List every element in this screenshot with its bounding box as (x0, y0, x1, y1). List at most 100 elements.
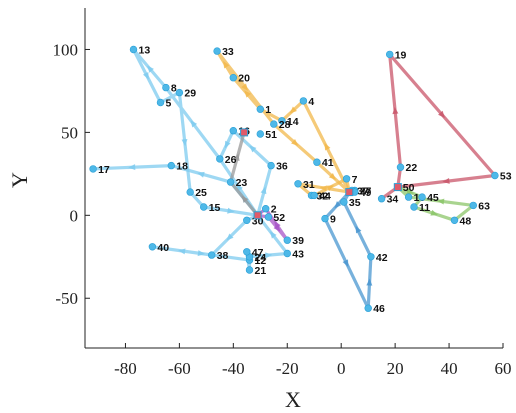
route-arrow (226, 233, 234, 241)
route-arrow (438, 110, 445, 119)
x-tick-label: -20 (276, 359, 299, 378)
node-point-43 (283, 249, 291, 258)
node-label-44: 44 (319, 190, 331, 202)
node-point-8 (162, 83, 170, 92)
node-label-8: 8 (171, 83, 177, 95)
route-arrow (147, 65, 154, 73)
x-tick-label: -60 (168, 359, 191, 378)
depot-marker-2 (345, 188, 354, 197)
node-label-23: 23 (236, 177, 248, 189)
route-line-9 (323, 190, 373, 310)
route-arrow (355, 225, 362, 234)
node-point-45 (418, 193, 426, 201)
node-label-38: 38 (217, 250, 229, 262)
node-label-20: 20 (238, 73, 250, 85)
node-label-46: 46 (373, 303, 385, 315)
node-point-17 (89, 165, 97, 173)
node-point-20 (229, 73, 238, 82)
node-label-12: 12 (255, 255, 267, 267)
route-arrow (326, 185, 334, 192)
route-arrow (178, 248, 186, 255)
y-axis-label: Y (7, 172, 32, 188)
x-axis-label: X (285, 387, 301, 412)
node-point-34 (377, 195, 386, 203)
route-arrow (406, 188, 414, 194)
node-label-50: 50 (403, 182, 415, 194)
node-label-18: 18 (176, 161, 188, 173)
node-label-27: 27 (360, 185, 372, 197)
node-point-48 (450, 216, 459, 225)
depot-marker-1 (253, 211, 262, 220)
node-label-36: 36 (276, 161, 288, 173)
route-arrow (334, 201, 342, 209)
route-arrow (366, 278, 373, 286)
node-label-53: 53 (500, 171, 512, 183)
route-arrow (430, 209, 438, 216)
node-point-23 (226, 178, 235, 186)
node-label-41: 41 (322, 157, 334, 169)
route-arrow (142, 71, 149, 80)
node-label-28: 28 (279, 119, 291, 131)
node-point-15 (200, 203, 208, 211)
route-arrow (260, 186, 267, 195)
node-label-47: 47 (252, 247, 264, 259)
node-point-51 (256, 130, 264, 138)
node-point-44 (310, 191, 318, 200)
node-label-25: 25 (195, 187, 207, 199)
route-arrow (223, 60, 230, 69)
node-point-40 (148, 243, 157, 251)
node-point-19 (386, 50, 394, 59)
node-label-52: 52 (273, 212, 285, 224)
node-point-22 (396, 163, 405, 171)
node-point-21 (245, 266, 254, 274)
node-label-63: 63 (478, 200, 490, 212)
node-label-34: 34 (387, 194, 399, 206)
node-label-32: 32 (317, 190, 329, 202)
node-label-29: 29 (184, 88, 196, 100)
node-point-53 (491, 171, 499, 180)
node-point-52 (264, 213, 273, 221)
depot-marker-3 (393, 183, 402, 192)
node-label-13: 13 (139, 45, 151, 57)
node-label-49: 49 (360, 187, 372, 199)
y-tick-label: -50 (55, 289, 78, 308)
route-arrow (241, 83, 248, 91)
y-tick-label: 100 (53, 40, 79, 59)
routes-layer (91, 47, 497, 310)
node-point-16 (229, 126, 238, 135)
route-line-7 (380, 52, 497, 201)
node-label-39: 39 (292, 235, 304, 247)
x-tick-label: 0 (337, 359, 346, 378)
node-label-17: 17 (98, 164, 110, 176)
node-point-14 (278, 117, 286, 125)
node-label-37: 37 (357, 185, 369, 197)
node-label-5: 5 (166, 98, 172, 110)
node-label-2: 2 (271, 204, 277, 216)
node-point-38 (208, 251, 216, 259)
node-point-42 (367, 253, 375, 261)
node-point-39 (283, 236, 291, 244)
node-label-22: 22 (406, 162, 418, 174)
node-point-18 (167, 161, 176, 170)
node-point-46 (364, 304, 372, 312)
node-point-7 (342, 175, 351, 183)
node-label-35: 35 (349, 197, 361, 209)
x-tick-label: -80 (114, 359, 137, 378)
node-label-15: 15 (209, 202, 221, 214)
node-label-7: 7 (352, 174, 358, 186)
route-arrow (190, 120, 198, 128)
route-arrow (233, 153, 240, 161)
node-point-5 (156, 98, 165, 107)
route-arrow (241, 195, 249, 203)
route-arrow (249, 145, 257, 153)
x-tick-label: 60 (495, 359, 512, 378)
route-arrow (227, 207, 235, 214)
node-label-31: 31 (303, 179, 315, 191)
node-label-11: 11 (419, 202, 430, 214)
y-tick-label: 50 (61, 123, 78, 142)
route-arrow (289, 106, 297, 114)
route-arrow (224, 140, 231, 149)
node-point-2 (262, 205, 270, 213)
node-point-36 (267, 161, 275, 170)
